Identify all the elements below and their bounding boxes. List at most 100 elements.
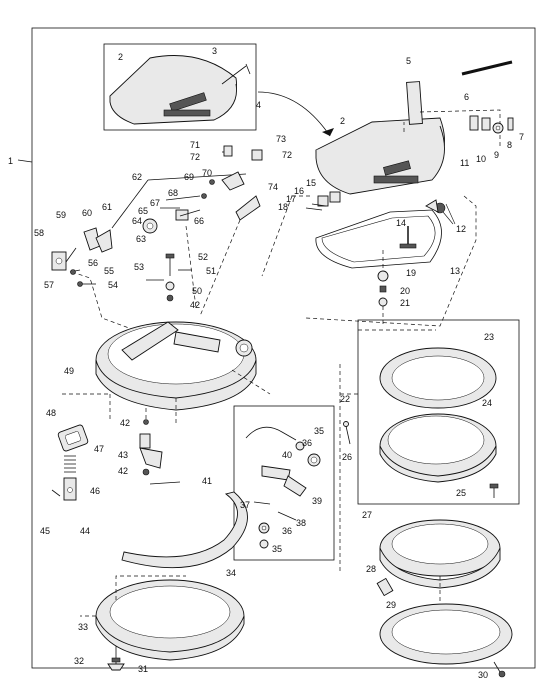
callout-68: 68 (168, 188, 178, 198)
callout-58: 58 (34, 228, 44, 238)
latch-detail (245, 426, 321, 549)
rod-6 (461, 60, 513, 76)
callout-25: 25 (456, 488, 466, 498)
callout-31: 31 (138, 664, 148, 674)
callout-30: 30 (478, 670, 488, 680)
callout-26: 26 (342, 452, 352, 462)
callout-61: 61 (102, 202, 112, 212)
callout-44: 44 (80, 526, 90, 536)
hatch-detail-box (103, 43, 257, 131)
bolts-31-32 (107, 646, 125, 671)
callout-2a: 2 (118, 52, 123, 62)
callout-43: 43 (118, 450, 128, 460)
bolt-25 (489, 483, 499, 498)
callout-62: 62 (132, 172, 142, 182)
latch-parts-12 (425, 199, 446, 214)
main-ring-49 (95, 321, 257, 411)
callout-51: 51 (206, 266, 216, 276)
callout-69: 69 (184, 172, 194, 182)
callout-13: 13 (450, 266, 460, 276)
fastener-30 (493, 661, 506, 678)
handle-rod-5 (406, 81, 423, 125)
spring-assembly-45-47 (51, 455, 77, 501)
callout-18: 18 (278, 202, 288, 212)
callout-29: 29 (386, 600, 396, 610)
fitting-14 (399, 226, 417, 249)
callout-38: 38 (296, 518, 306, 528)
callout-40: 40 (282, 450, 292, 460)
callout-52: 52 (198, 252, 208, 262)
callout-8: 8 (507, 140, 512, 150)
callout-23: 23 (484, 332, 494, 342)
leader-1 (17, 159, 33, 163)
callout-46: 46 (90, 486, 100, 496)
callout-35b: 35 (272, 544, 282, 554)
ring-24 (379, 413, 497, 483)
callout-24: 24 (482, 398, 492, 408)
ring-23 (379, 347, 497, 409)
latch-detail-box (233, 405, 335, 561)
callout-21: 21 (400, 298, 410, 308)
pin-26 (343, 421, 351, 445)
callout-36a: 36 (302, 438, 312, 448)
ring-29 (379, 603, 513, 665)
callout-72b: 72 (282, 150, 292, 160)
handle-48 (57, 424, 89, 452)
linkage-62-74 (111, 145, 263, 234)
callout-41: 41 (202, 476, 212, 486)
callout-5: 5 (406, 56, 411, 66)
callout-9: 9 (494, 150, 499, 160)
callout-67: 67 (150, 198, 160, 208)
callout-73: 73 (276, 134, 286, 144)
callout-11: 11 (460, 158, 469, 168)
strap-34 (121, 491, 248, 569)
callout-10: 10 (476, 154, 486, 164)
callout-17: 17 (286, 194, 296, 204)
gasket-13 (315, 209, 442, 269)
callout-70: 70 (202, 168, 212, 178)
callout-45: 45 (40, 526, 50, 536)
dashed-guide-33 (80, 575, 186, 617)
hardware-54-61 (51, 227, 113, 287)
hatch-detail-arrow (257, 91, 331, 137)
callout-72a: 72 (190, 152, 200, 162)
callout-54: 54 (108, 280, 118, 290)
callout-57: 57 (44, 280, 54, 290)
callout-42b: 42 (118, 466, 128, 476)
callout-49: 49 (64, 366, 74, 376)
hinge-brackets-15-18 (305, 191, 341, 211)
hatch-cover (315, 117, 445, 195)
callout-42a: 42 (120, 418, 130, 428)
dashed-guide-lower-left (62, 393, 147, 422)
callout-66: 66 (194, 216, 204, 226)
callout-35a: 35 (314, 426, 324, 436)
callout-16: 16 (294, 186, 304, 196)
callout-15: 15 (306, 178, 316, 188)
callout-33: 33 (78, 622, 88, 632)
bolt-28 (376, 577, 394, 597)
dashed-guide-b (305, 195, 477, 327)
callout-34: 34 (226, 568, 236, 578)
callout-36b: 36 (282, 526, 292, 536)
hatch-cover-detail (109, 55, 251, 125)
callout-1: 1 (8, 156, 13, 166)
callout-56: 56 (88, 258, 98, 268)
callout-64: 64 (132, 216, 142, 226)
hatch-detail-arrowhead (322, 128, 334, 136)
dashed-guide-top-right (403, 109, 501, 146)
callout-47: 47 (94, 444, 104, 454)
callout-20: 20 (400, 286, 410, 296)
callout-74: 74 (268, 182, 278, 192)
ring-27 (379, 519, 501, 589)
callout-32: 32 (74, 656, 84, 666)
callout-27: 27 (362, 510, 372, 520)
callout-53: 53 (134, 262, 144, 272)
callout-59: 59 (56, 210, 66, 220)
outer-frame (31, 27, 536, 669)
hinge-hardware-7-11 (469, 115, 514, 134)
callout-48: 48 (46, 408, 56, 418)
callout-55: 55 (104, 266, 114, 276)
callout-19: 19 (406, 268, 416, 278)
callout-65: 65 (138, 206, 148, 216)
